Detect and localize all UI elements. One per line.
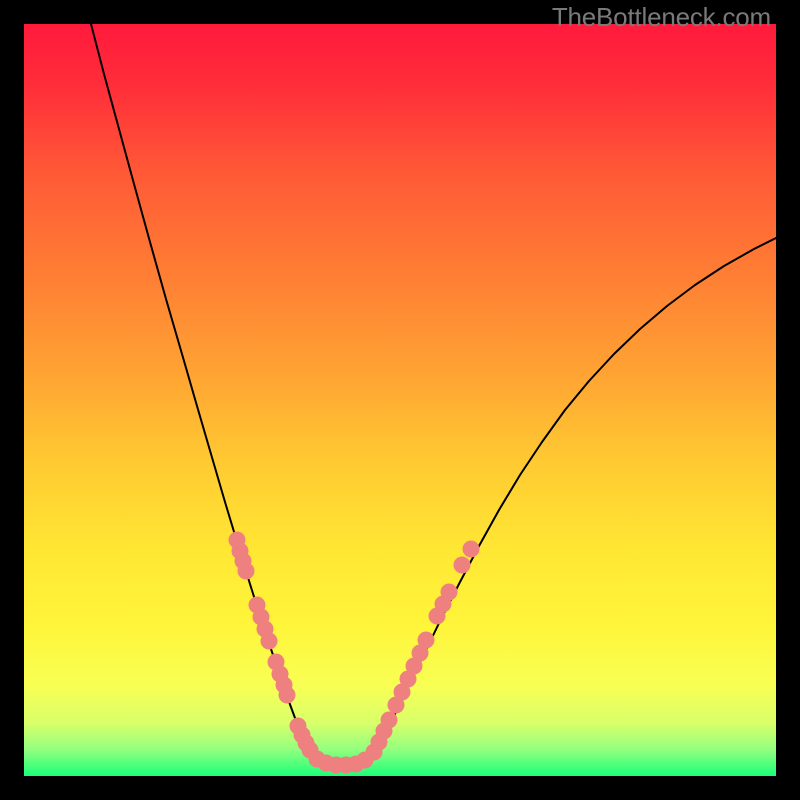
marker-right-rise-high-a — [441, 584, 458, 601]
marker-right-rise-high-b — [454, 557, 471, 574]
marker-left-mid — [261, 633, 278, 650]
gradient-background — [24, 24, 776, 776]
bottleneck-chart — [24, 24, 776, 776]
marker-right-rise-low — [381, 712, 398, 729]
marker-right-rise-high-b — [463, 541, 480, 558]
marker-left-low — [279, 687, 296, 704]
watermark-text: TheBottleneck.com — [552, 2, 771, 33]
marker-left-high — [238, 563, 255, 580]
marker-right-rise-mid — [418, 632, 435, 649]
